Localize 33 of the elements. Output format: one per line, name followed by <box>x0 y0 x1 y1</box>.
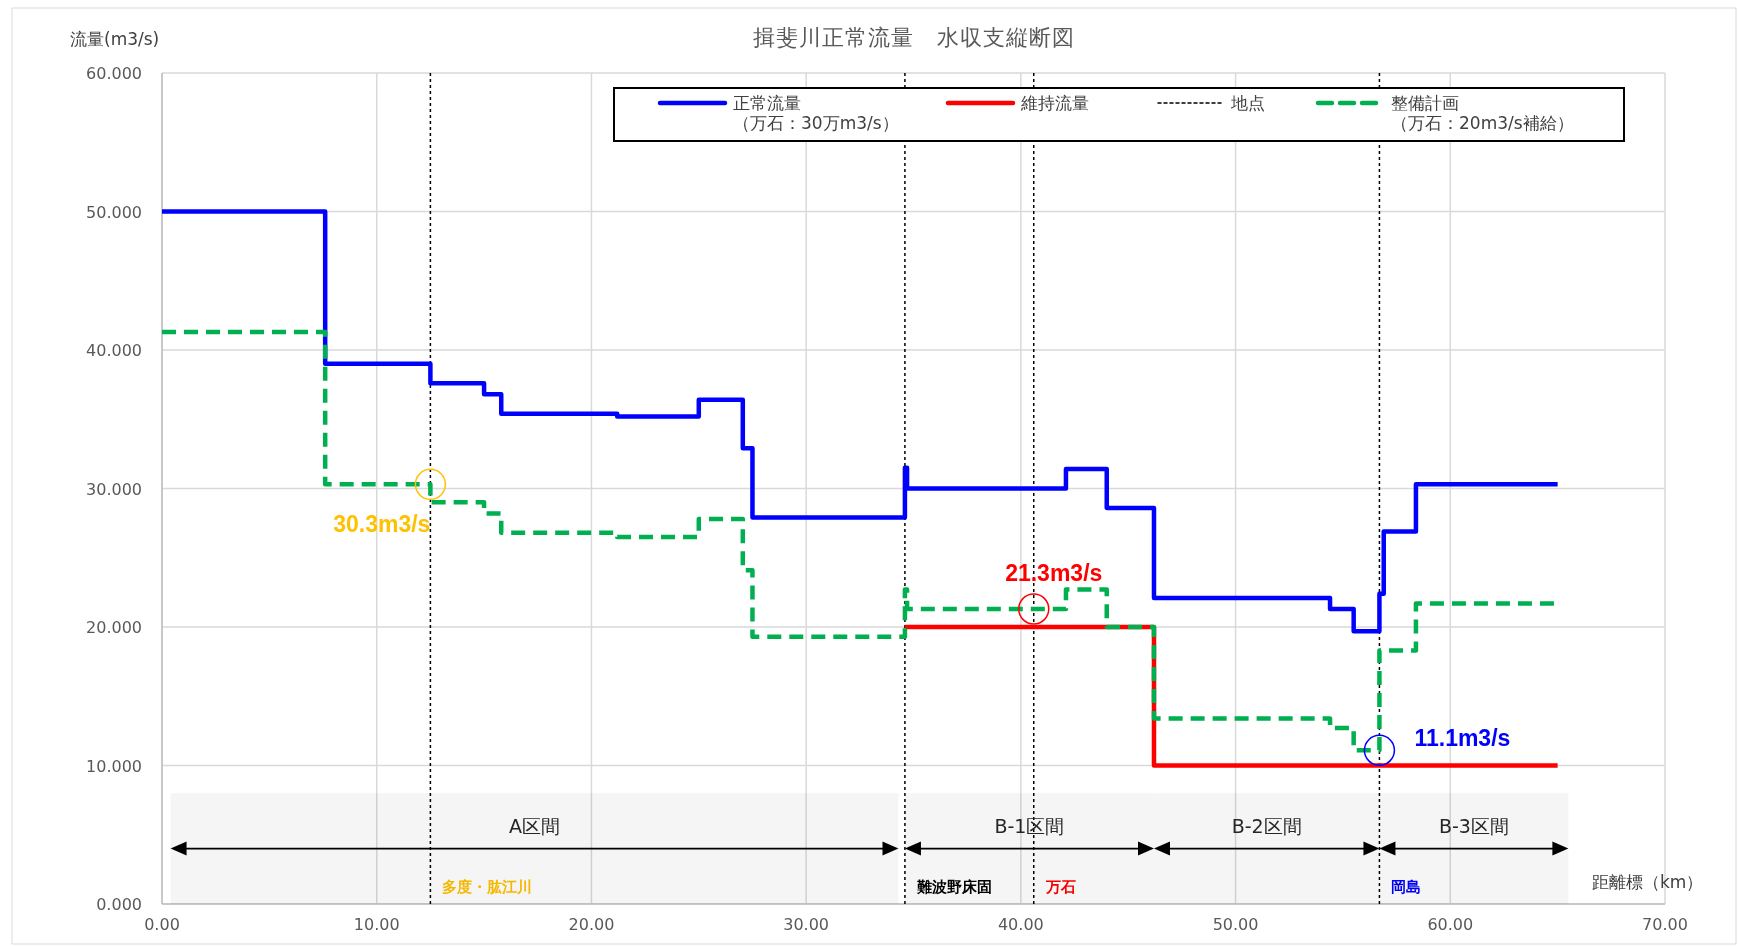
band-label: A区間 <box>509 814 561 837</box>
y-tick-label: 30.000 <box>86 479 142 499</box>
band-label: B-2区間 <box>1231 814 1302 837</box>
y-tick-label: 50.000 <box>86 202 142 222</box>
band-label: B-1区間 <box>994 814 1065 837</box>
ref-line-label: 多度・肱江川 <box>442 878 533 896</box>
x-tick-label: 60.00 <box>1427 915 1474 934</box>
x-tick-label: 30.00 <box>783 915 830 934</box>
annotation: 地点 <box>1230 93 1265 113</box>
legend-label: 整備計画（万石：20m3/s補給） <box>1391 93 1574 134</box>
annotation: 30.3m3/s <box>333 511 431 538</box>
legend-label: 維持流量 <box>1020 93 1089 113</box>
annotation: 11.1m3/s <box>1414 725 1511 752</box>
y-tick-label: 40.000 <box>86 341 142 360</box>
x-tick-label: 20.00 <box>568 915 615 934</box>
chart-title: 揖斐川正常流量 水収支縦断図 <box>752 25 1075 50</box>
y-tick-label: 10.000 <box>86 756 142 776</box>
y-tick-label: 60.000 <box>86 64 142 83</box>
ref-line-label: 難波野床固 <box>915 878 992 896</box>
x-tick-label: 70.00 <box>1642 915 1688 934</box>
y-tick-label: 0.000 <box>96 895 142 914</box>
ref-line-label: 岡島 <box>1391 878 1422 896</box>
x-tick-label: 10.00 <box>353 915 400 934</box>
x-tick-label: 40.00 <box>997 915 1044 934</box>
legend-label: 正常流量（万石：30万m3/s） <box>733 93 899 134</box>
x-tick-label: 50.00 <box>1212 915 1259 934</box>
ref-line-label: 万石 <box>1044 878 1076 896</box>
band-label: B-3区間 <box>1438 814 1509 837</box>
annotation: 21.3m3/s <box>1005 559 1103 586</box>
y-tick-label: 20.000 <box>86 618 142 637</box>
x-tick-label: 0.00 <box>144 915 180 934</box>
x-axis-title: 距離標（km） <box>1592 872 1704 892</box>
y-axis-title: 流量(m3/s) <box>70 29 160 49</box>
